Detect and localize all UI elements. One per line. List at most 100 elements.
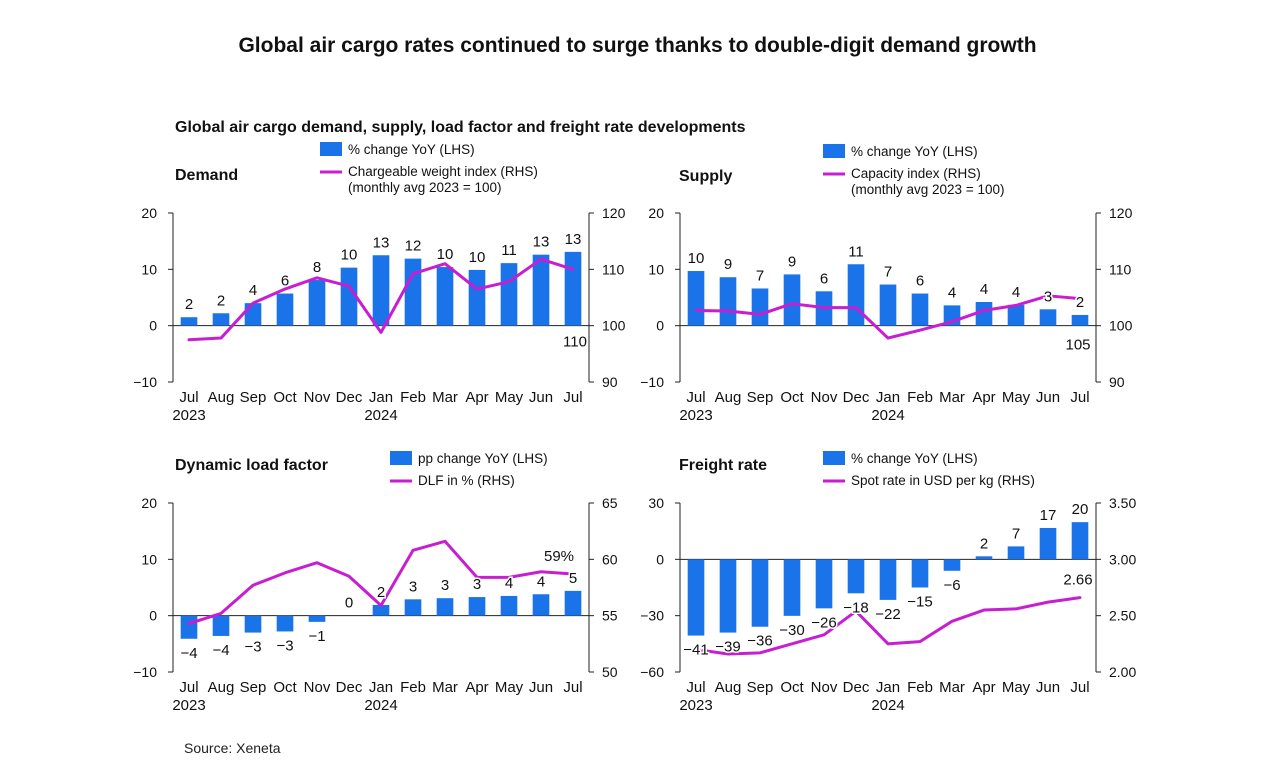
bar [1071,522,1089,560]
bar-data-label: 4 [537,573,545,590]
category-label: Apr [465,679,488,696]
bar-data-label: 17 [1040,507,1057,524]
bar-data-label: 2 [1076,294,1084,311]
bar [911,559,929,588]
bar [468,597,486,616]
legend-line-label: (monthly avg 2023 = 100) [348,180,501,195]
lhs-tick-label: 10 [141,551,157,567]
bar [244,303,262,326]
rhs-tick-label: 110 [602,261,625,277]
lhs-tick-label: 0 [149,318,157,334]
bar [308,615,326,622]
legend-line-label: Spot rate in USD per kg (RHS) [851,473,1035,488]
line-end-label: 2.66 [1063,572,1092,589]
category-label: Nov [811,389,838,406]
bar-data-label: 4 [980,281,988,298]
bar [687,559,705,636]
bar-data-label: 6 [281,273,289,290]
lhs-tick-label: 20 [141,495,157,511]
bar [1007,304,1025,326]
category-label: May [495,389,524,406]
category-label: Aug [208,679,235,696]
category-label: Jan [876,679,900,696]
category-label: Nov [811,679,838,696]
bar-data-label: 11 [501,242,517,259]
category-label: Jul [686,679,705,696]
category-label: Aug [715,389,742,406]
legend-bar-label: % change YoY (LHS) [348,142,475,157]
panel-title: Supply [679,168,732,185]
bar-data-label: 13 [533,234,550,251]
bar [783,274,801,326]
category-label: Mar [432,679,458,696]
bar [1039,527,1057,560]
year-label: 2023 [679,407,712,424]
bar [975,556,993,560]
bar [1039,309,1057,326]
bar-data-label: −4 [212,642,229,659]
bar [847,559,865,594]
bar [276,293,294,326]
legend-bar-label: pp change YoY (LHS) [418,451,548,466]
bar-data-label: 2 [980,535,988,552]
category-label: Dec [843,679,870,696]
category-label: Mar [939,389,965,406]
bar [180,317,198,326]
rhs-tick-label: 100 [602,318,626,334]
category-label: Jun [1036,679,1060,696]
bar-data-label: 7 [756,267,764,284]
rhs-tick-label: 50 [602,664,618,680]
bar-data-label: −36 [747,633,772,650]
bar-data-label: −22 [875,606,900,623]
lhs-tick-label: 0 [656,318,664,334]
rhs-tick-label: 3.50 [1109,495,1136,511]
rhs-tick-label: 90 [602,374,618,390]
year-label: 2024 [871,697,904,714]
lhs-tick-label: 0 [656,551,664,567]
bar [436,267,454,326]
bar-data-label: −26 [811,614,836,631]
bar-data-label: 10 [341,247,358,264]
lhs-tick-label: 20 [648,205,664,221]
legend-line-label: (monthly avg 2023 = 100) [851,182,1004,197]
bar-data-label: 12 [405,238,422,255]
bar-data-label: −39 [715,639,740,656]
lhs-tick-label: −10 [133,664,157,680]
year-label: 2024 [364,407,397,424]
bar [687,271,705,326]
bar-data-label: −3 [244,639,261,656]
bar [847,264,865,326]
year-label: 2024 [871,407,904,424]
bar-data-label: 8 [313,259,321,276]
category-label: May [1002,679,1031,696]
bar [436,598,454,616]
rhs-tick-label: 2.00 [1109,664,1136,680]
bar [879,284,897,326]
category-label: Mar [432,389,458,406]
bar [719,277,737,326]
bar [212,615,230,636]
bar [404,258,422,326]
year-label: 2023 [172,697,205,714]
index-line [187,257,575,342]
lhs-tick-label: −30 [640,608,664,624]
bar [879,559,897,600]
legend-line-label: Capacity index (RHS) [851,166,981,181]
category-label: May [495,679,524,696]
category-label: Oct [780,389,804,406]
chart-panel-2: Supply % change YoY (LHS) Capacity index (… [640,144,1133,424]
bar-data-label: 3 [1044,288,1052,305]
bar-data-label: 2 [377,584,385,601]
bar [372,255,390,326]
chart-panel-3: Dynamic load factor pp change YoY (LHS) DL… [133,451,618,714]
bar [500,263,518,326]
bar [212,313,230,326]
category-label: Jan [369,679,393,696]
bar [815,559,833,609]
category-label: Jun [529,389,553,406]
bar-data-label: 7 [884,264,892,281]
bar-data-label: 3 [473,576,481,593]
bar-data-label: −3 [276,637,293,654]
bar [1071,314,1089,326]
index-line [187,539,575,626]
